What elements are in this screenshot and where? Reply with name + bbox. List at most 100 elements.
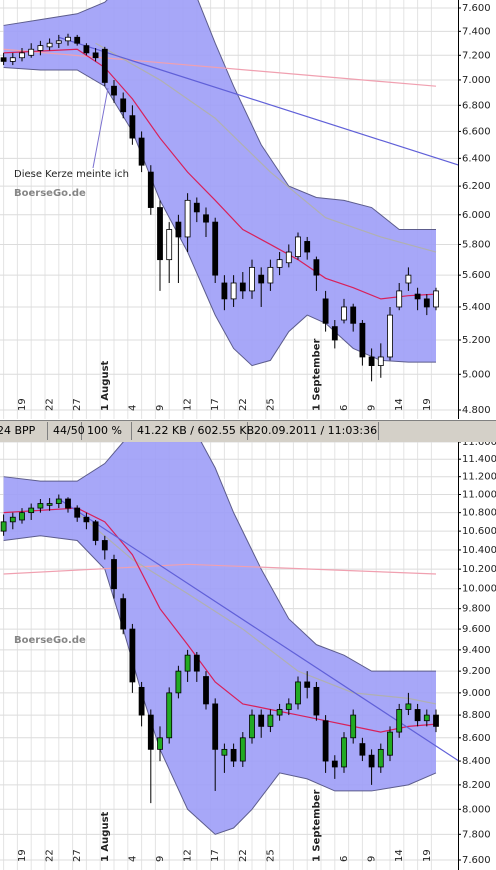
candle-body [285, 251, 292, 264]
y-tick-label: 7.600 [462, 3, 491, 14]
candle-body [295, 681, 301, 705]
candle-body [46, 42, 53, 48]
plot-area: BoerseGo.de [0, 0, 458, 419]
candle-body [19, 52, 25, 59]
annotation-arrow [92, 87, 109, 169]
candle-body [258, 714, 265, 727]
candle-body [396, 709, 403, 733]
indicator-line [3, 507, 437, 733]
candle-body [175, 670, 182, 694]
y-tick-label: 5.200 [462, 335, 491, 346]
y-tick-label: 11.200 [462, 472, 496, 483]
candle-body [193, 654, 200, 672]
candle-body [405, 703, 412, 710]
candle-body [184, 199, 191, 238]
candle-body [304, 241, 311, 253]
x-tick-label: 1 August [100, 360, 111, 411]
y-tick-label: 7.400 [462, 26, 491, 37]
x-tick-label: 9 [367, 405, 378, 411]
candle-body [166, 229, 173, 261]
candle-body [276, 259, 283, 268]
x-tick-label: 27 [72, 398, 83, 411]
candle-body [9, 516, 16, 523]
candle-body [28, 48, 35, 56]
candle-body [267, 714, 274, 727]
candle-body [405, 274, 412, 284]
candle-body [341, 737, 347, 768]
candle-body [111, 85, 117, 96]
status-date: 20.09.2011 / 11:03:36 [254, 424, 377, 437]
status-index: 44/50 [53, 424, 85, 437]
y-tick-label: 4.800 [462, 405, 491, 416]
candle-body [101, 48, 108, 83]
candle-body [230, 748, 237, 762]
candle-body [267, 266, 274, 284]
candle-body [55, 40, 62, 44]
candle-body [368, 356, 375, 366]
x-tick-label: 27 [72, 849, 83, 862]
x-tick-label: 14 [394, 398, 405, 411]
candle-body [65, 498, 71, 509]
candle-body [387, 314, 393, 358]
candle-body [37, 45, 44, 51]
y-tick-label: 9.400 [462, 645, 491, 656]
y-tick-label: 9.600 [462, 624, 491, 635]
candle-body [101, 540, 108, 551]
x-tick-label: 1 August [100, 811, 111, 862]
watermark: BoerseGo.de [14, 635, 86, 646]
x-tick-label: 4 [127, 405, 138, 411]
x-tick-label: 25 [265, 398, 276, 411]
candle-body [184, 654, 191, 672]
candle-body [65, 36, 71, 42]
x-tick-label: 17 [210, 398, 221, 411]
y-tick-label: 11.000 [462, 489, 496, 500]
indicator-line [95, 42, 437, 253]
candle-body [239, 282, 246, 292]
candle-body [212, 703, 219, 750]
candle-body [74, 507, 81, 518]
y-tick-label: 9.800 [462, 604, 491, 615]
band-edge [3, 442, 436, 672]
indicator-line [3, 48, 437, 87]
y-tick-label: 7.200 [462, 50, 491, 61]
candle-body [28, 507, 35, 514]
candle-body [37, 503, 44, 509]
y-tick-label: 7.000 [462, 75, 491, 86]
candle-body [193, 202, 200, 213]
band-edge [3, 67, 436, 367]
candle-body [138, 686, 145, 716]
candle-body [166, 692, 173, 739]
candle-body [138, 137, 145, 166]
y-tick-label: 11.400 [462, 454, 496, 465]
x-tick-label: 22 [238, 398, 249, 411]
candle-body [341, 306, 347, 321]
candle-body [423, 714, 430, 722]
candle-body [129, 115, 136, 139]
status-zoom: 100 % [87, 424, 122, 437]
candle-body [368, 754, 375, 768]
status-bpp: 24 BPP [0, 424, 36, 437]
candle-body [285, 703, 292, 710]
x-tick-label: 9 [367, 856, 378, 862]
candle-body [331, 326, 338, 341]
candle-body [74, 36, 81, 44]
y-tick-label: 8.400 [462, 756, 491, 767]
candle-body [414, 293, 421, 300]
y-tick-label: 6.600 [462, 126, 491, 137]
x-tick-label: 22 [45, 849, 56, 862]
candle-body [157, 207, 163, 261]
chart: BoerseGo.de 4.800 5.000 5.200 5.400 5.600 5.80… [0, 0, 491, 419]
indicator-line [58, 36, 458, 166]
candle-body [175, 221, 182, 238]
indicator-line [58, 498, 458, 762]
y-tick-label: 10.200 [462, 564, 496, 575]
candle-body [120, 598, 127, 630]
candle-body [203, 214, 209, 223]
y-tick-label: 8.000 [462, 804, 491, 815]
candle-body [377, 356, 384, 366]
x-tick-label: 19 [17, 398, 28, 411]
annotation: Diese Kerze meinte ich [14, 169, 129, 180]
x-tick-label: 12 [183, 398, 194, 411]
x-tick-label: 22 [45, 398, 56, 411]
